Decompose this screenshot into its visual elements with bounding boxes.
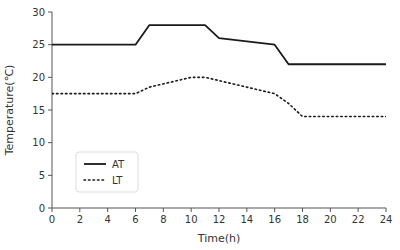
x-tick-label: 6: [132, 214, 138, 225]
x-tick: [274, 208, 275, 212]
y-tick-label: 20: [32, 72, 45, 83]
plot-area: [52, 25, 386, 116]
x-tick-label: 2: [77, 214, 83, 225]
y-tick: [48, 175, 52, 176]
y-tick-label: 5: [39, 170, 45, 181]
x-axis-label: Time(h): [197, 232, 240, 245]
x-tick-label: 10: [185, 214, 198, 225]
x-tick-label: 0: [49, 214, 55, 225]
x-tick-label: 18: [296, 214, 309, 225]
x-tick: [191, 208, 192, 212]
legend-box: [76, 152, 138, 192]
x-tick: [52, 208, 53, 212]
x-tick-label: 24: [380, 214, 393, 225]
x-tick-label: 8: [160, 214, 166, 225]
x-tick: [246, 208, 247, 212]
x-tick-label: 14: [240, 214, 253, 225]
legend: AT LT: [76, 152, 138, 192]
series-line: [52, 25, 386, 64]
x-tick: [79, 208, 80, 212]
series-line: [52, 77, 386, 116]
x-tick-label: 20: [324, 214, 337, 225]
y-tick: [48, 77, 52, 78]
x-tick: [386, 208, 387, 212]
x-tick: [135, 208, 136, 212]
legend-label: LT: [112, 175, 123, 186]
chart-svg: 024681012141618202224051015202530Time(h)…: [0, 0, 400, 250]
y-tick: [48, 12, 52, 13]
chart-container: 024681012141618202224051015202530Time(h)…: [0, 0, 400, 250]
y-tick-label: 25: [32, 39, 45, 50]
x-tick: [358, 208, 359, 212]
y-axis-label: Temperature(℃): [3, 65, 16, 157]
x-tick: [107, 208, 108, 212]
x-tick-label: 4: [104, 214, 110, 225]
y-tick: [48, 208, 52, 209]
y-tick: [48, 44, 52, 45]
legend-swatch: [84, 163, 106, 165]
x-tick: [330, 208, 331, 212]
x-tick-label: 16: [268, 214, 281, 225]
axes: 024681012141618202224051015202530: [32, 7, 392, 226]
legend-swatch: [84, 179, 106, 181]
x-tick-label: 12: [213, 214, 226, 225]
y-tick: [48, 142, 52, 143]
y-tick-label: 15: [32, 105, 45, 116]
x-tick: [302, 208, 303, 212]
y-tick-label: 0: [39, 203, 45, 214]
x-tick-label: 22: [352, 214, 365, 225]
x-tick: [219, 208, 220, 212]
y-tick-label: 10: [32, 137, 45, 148]
y-tick-label: 30: [32, 7, 45, 18]
x-tick: [163, 208, 164, 212]
y-tick: [48, 110, 52, 111]
legend-label: AT: [112, 159, 125, 170]
